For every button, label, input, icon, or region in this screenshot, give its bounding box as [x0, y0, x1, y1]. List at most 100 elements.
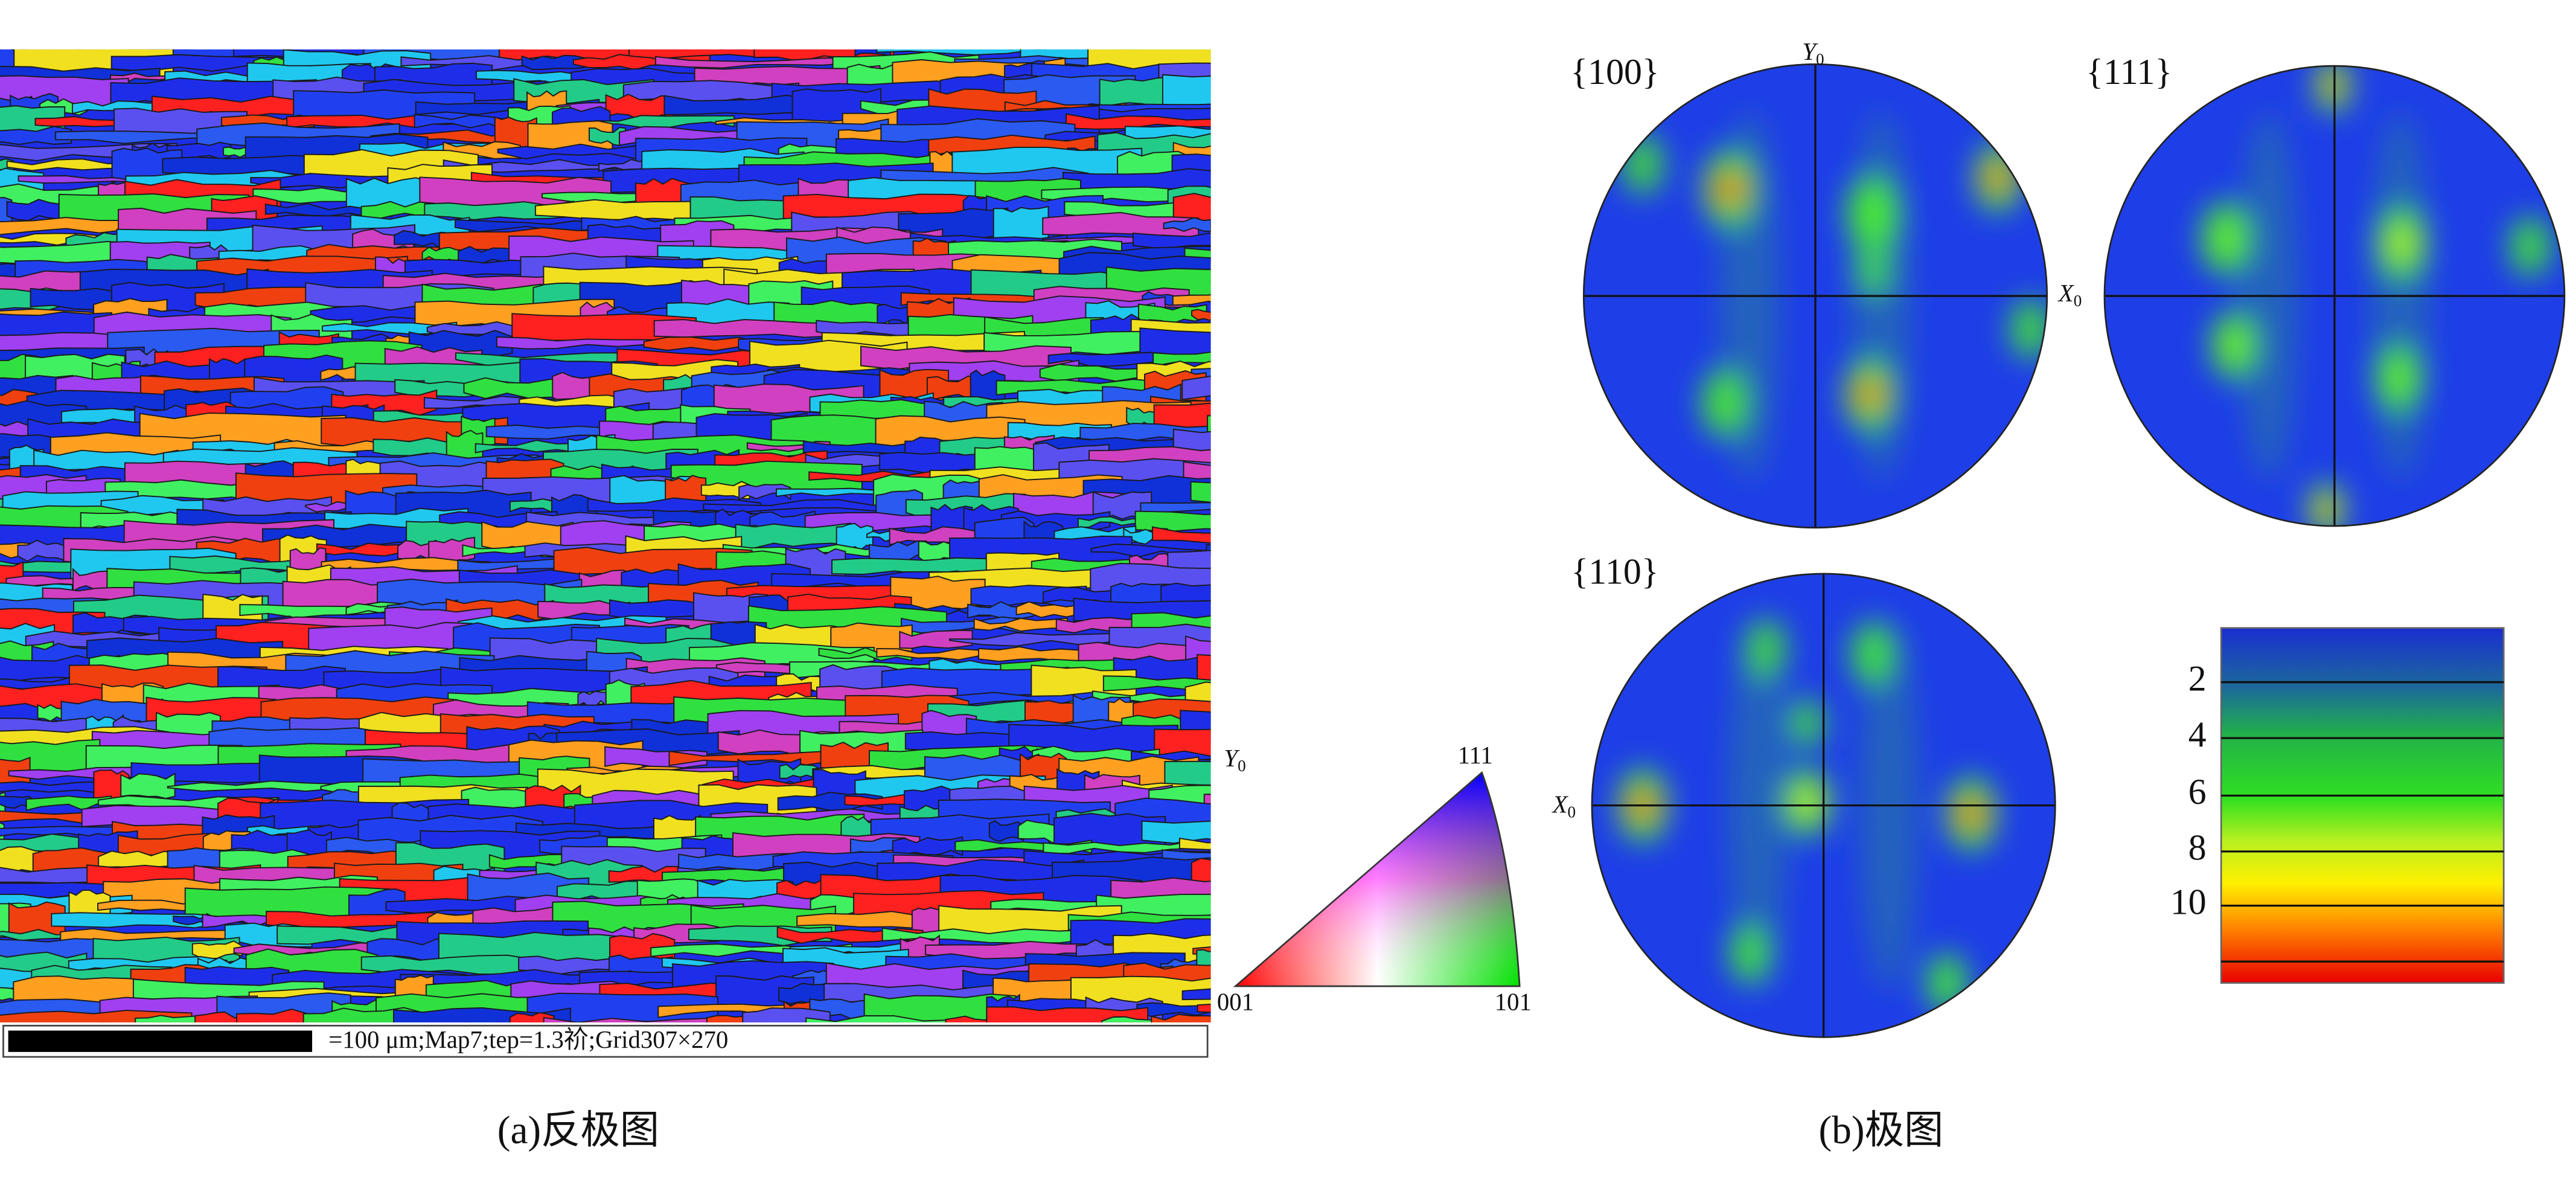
grain — [1066, 113, 1211, 130]
color-legend: 2 4 6 8 10 — [2170, 627, 2505, 984]
grain — [1178, 837, 1211, 850]
grain — [1136, 1002, 1211, 1017]
pole-figure-label: {111} — [2086, 52, 2172, 92]
grain — [0, 126, 72, 146]
caption: (a)反极图 — [497, 1109, 659, 1152]
grain — [378, 21, 480, 43]
legend-tick-label: 4 — [2188, 714, 2207, 754]
grain — [1183, 461, 1211, 490]
grain — [1010, 49, 1014, 50]
grain — [237, 22, 446, 45]
grain — [1206, 544, 1211, 556]
pole-figure-label: {110} — [1571, 551, 1659, 591]
pole-peak — [1712, 390, 1738, 416]
pole-figure — [1582, 63, 2048, 529]
triangle-label: 111 — [1458, 742, 1493, 769]
grain — [1191, 309, 1211, 321]
grain — [1224, 862, 1297, 891]
pole-peak — [2212, 225, 2240, 252]
caption: (b)极图 — [1819, 1109, 1944, 1152]
grain — [1230, 569, 1302, 592]
grain — [1216, 926, 1295, 943]
grain — [543, 1016, 749, 1022]
grain — [568, 19, 746, 48]
grain — [1197, 1003, 1211, 1013]
grain — [899, 629, 973, 649]
grain — [1210, 219, 1211, 233]
grain — [1141, 820, 1211, 844]
axis-label: Y0 — [1224, 745, 1245, 775]
ebsd-map — [0, 19, 1407, 1022]
grain — [1184, 248, 1211, 260]
axis-letter: X — [2057, 280, 2075, 307]
grain — [135, 1015, 213, 1022]
grain — [521, 54, 586, 71]
grain — [133, 49, 194, 51]
legend-tick-label: 10 — [2170, 882, 2207, 922]
grain — [890, 21, 945, 47]
ipf-triangle — [1233, 771, 1521, 987]
pole-peak — [2519, 236, 2541, 258]
pole-peak — [1935, 972, 1958, 994]
axis-letter: Y — [1802, 38, 1818, 65]
triangle-label: 101 — [1495, 988, 1532, 1015]
grain — [925, 26, 980, 40]
axis-letter: X — [1552, 791, 1569, 818]
pole-peak — [1985, 165, 2011, 191]
pole-figure-label: {100} — [1570, 52, 1659, 92]
pole-peak — [1798, 714, 1817, 733]
pole-outline — [1582, 63, 2048, 529]
grain — [1207, 415, 1211, 448]
grain — [1140, 502, 1211, 514]
grain — [1227, 115, 1320, 129]
grain — [1230, 268, 1392, 302]
grain — [988, 820, 1024, 842]
grain — [1191, 368, 1211, 380]
grain — [1228, 739, 1407, 775]
pole-peak — [2388, 229, 2415, 257]
axis-subscript: 0 — [1816, 50, 1824, 68]
grain — [465, 19, 609, 49]
pole-peak — [2222, 332, 2247, 358]
grain — [1215, 297, 1279, 328]
grain — [1102, 675, 1211, 691]
pole-peak — [1856, 380, 1884, 408]
pole-peak — [2316, 499, 2336, 520]
triangle-overlay — [1233, 771, 1521, 987]
scale-bar — [8, 1030, 313, 1052]
grain — [120, 772, 176, 800]
pole-peak — [2386, 365, 2412, 391]
grain — [1220, 257, 1344, 283]
pole-figure — [1591, 573, 2056, 1038]
grain — [1227, 687, 1324, 710]
grain — [1030, 21, 1189, 48]
grain — [1163, 217, 1211, 233]
grain — [818, 647, 913, 661]
pole-peak — [1715, 175, 1745, 204]
grain — [1226, 447, 1280, 476]
grain — [1190, 481, 1211, 503]
grain — [1197, 654, 1211, 684]
grain — [594, 115, 735, 129]
grain — [1164, 760, 1211, 789]
grain — [1172, 294, 1211, 306]
grain — [509, 1012, 555, 1022]
grain — [0, 24, 118, 42]
axis-label: X0 — [2057, 280, 2082, 310]
pole-peak — [1739, 942, 1761, 964]
legend-tick-label: 2 — [2188, 658, 2207, 698]
pole-peak — [1864, 262, 1882, 281]
pole-peak — [1755, 638, 1777, 661]
pole-outline — [1591, 573, 2056, 1038]
grain — [1227, 167, 1283, 194]
pole-peak — [2322, 75, 2343, 96]
grain — [1094, 103, 1211, 113]
grain — [717, 49, 748, 52]
grain — [264, 203, 393, 218]
grain — [1181, 375, 1211, 400]
grain — [854, 49, 891, 57]
grain — [1170, 27, 1379, 38]
axis-label: X0 — [1552, 791, 1576, 821]
grain — [738, 483, 791, 501]
